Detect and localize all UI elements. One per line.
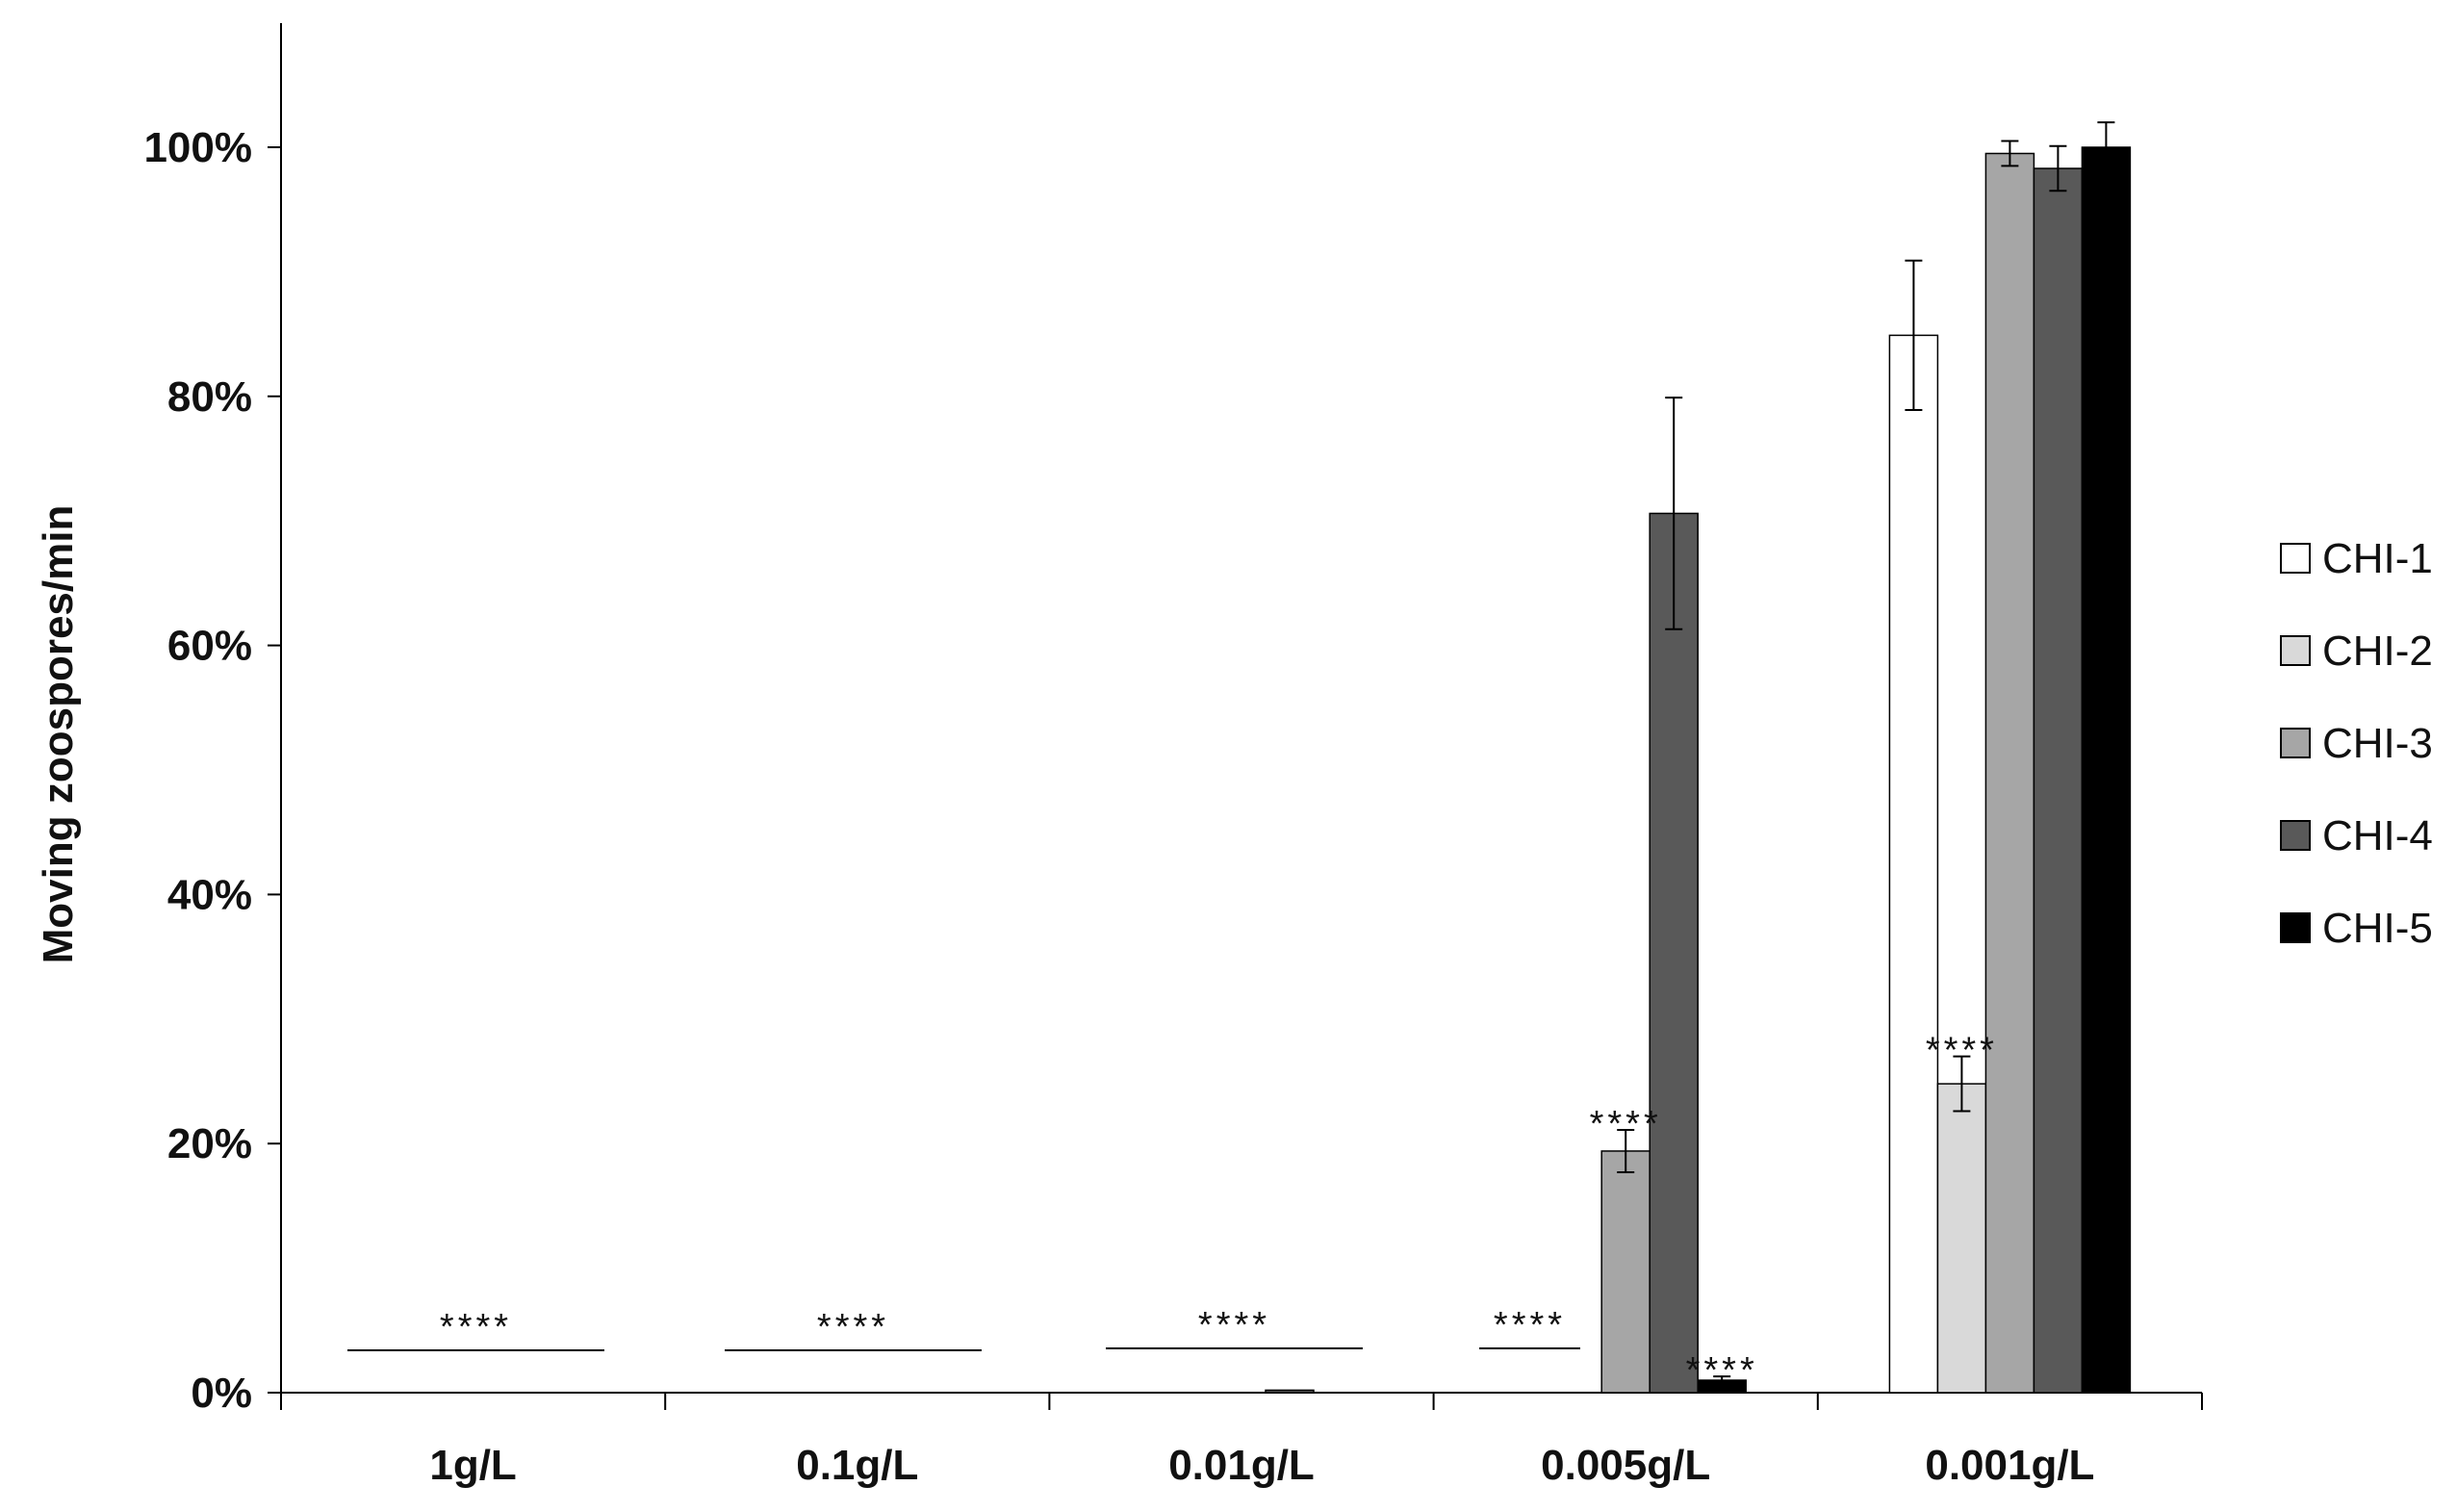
- x-tick-label: 1g/L: [429, 1442, 516, 1489]
- x-tick-label: 0.001g/L: [1925, 1442, 2094, 1489]
- significance-label: ****: [817, 1307, 889, 1347]
- y-axis-title: Moving zoospores/min: [35, 505, 82, 964]
- legend-label: CHI-1: [2322, 535, 2433, 582]
- legend-label: CHI-3: [2322, 720, 2433, 767]
- y-tick-label: 20%: [167, 1120, 252, 1167]
- significance-label: ****: [1494, 1305, 1566, 1345]
- y-tick-label: 60%: [167, 623, 252, 670]
- x-tick-label: 0.005g/L: [1541, 1442, 1710, 1489]
- legend-label: CHI-5: [2322, 905, 2433, 952]
- y-ticks: 0% 20% 40% 60% 80% 100%: [143, 124, 281, 1417]
- bars: [1265, 146, 2132, 1394]
- legend-label: CHI-4: [2322, 812, 2433, 859]
- significance-marks: **** **** **** **** **** **** ****: [347, 1031, 1998, 1391]
- significance-label: ****: [1926, 1031, 1998, 1071]
- bar: [1888, 334, 1939, 1394]
- x-ticks: 1g/L 0.1g/L 0.01g/L 0.005g/L 0.001g/L: [280, 1393, 2203, 1489]
- y-tick-label: 100%: [143, 124, 252, 171]
- significance-label: ****: [1686, 1350, 1758, 1391]
- legend: CHI-1 CHI-2 CHI-3 CHI-4 CHI-5: [2280, 535, 2433, 952]
- legend-swatch: [2280, 543, 2311, 574]
- legend-swatch: [2280, 728, 2311, 758]
- significance-label: ****: [1590, 1104, 1662, 1144]
- bar: [1984, 152, 2035, 1394]
- error-bars: [1617, 121, 2115, 1385]
- y-tick-label: 40%: [167, 871, 252, 918]
- bar: [1649, 512, 1699, 1394]
- legend-label: CHI-2: [2322, 628, 2433, 675]
- plot-area: 0% 20% 40% 60% 80% 100% 1g/L 0.1g/L 0.01g/L 0.00…: [143, 23, 2203, 1489]
- significance-label: ****: [1198, 1305, 1270, 1345]
- legend-swatch: [2280, 912, 2311, 943]
- significance-label: ****: [440, 1307, 512, 1347]
- bar: [1936, 1083, 1987, 1394]
- x-tick-label: 0.1g/L: [796, 1442, 918, 1489]
- y-tick-label: 0%: [191, 1370, 252, 1417]
- y-tick-label: 80%: [167, 373, 252, 421]
- bar: [1600, 1150, 1651, 1394]
- legend-swatch: [2280, 635, 2311, 666]
- x-tick-label: 0.01g/L: [1168, 1442, 1315, 1489]
- bar: [1265, 1389, 1315, 1394]
- legend-swatch: [2280, 820, 2311, 851]
- bar: [2081, 146, 2132, 1394]
- bar: [2033, 167, 2084, 1394]
